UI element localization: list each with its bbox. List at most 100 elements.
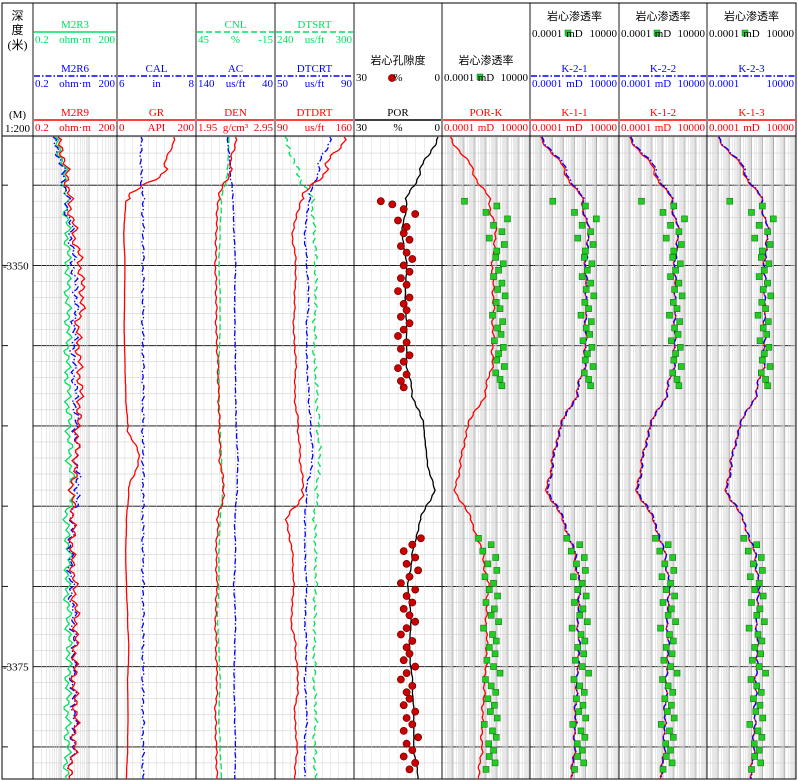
core-permeability-point (657, 624, 664, 632)
core-porosity-point (402, 624, 411, 632)
scale-left: 30 (356, 72, 368, 84)
core-permeability-point (501, 363, 508, 370)
core-permeability-point (581, 554, 588, 561)
core-permeability-point (588, 260, 596, 268)
core-porosity-point (408, 682, 417, 690)
core-permeability-point (577, 311, 585, 319)
core-permeability-point (479, 547, 487, 555)
core-porosity-point (399, 261, 408, 270)
core-permeability-point (573, 695, 580, 703)
core-porosity-point (399, 547, 408, 555)
curve-DTSRT (284, 136, 322, 780)
scale-right: 10000 (767, 28, 795, 40)
core-permeability-point (494, 286, 501, 293)
core-permeability-point (485, 740, 492, 747)
core-permeability-point (485, 644, 493, 651)
scale-unit: mD (478, 122, 495, 134)
core-permeability-point (759, 247, 766, 255)
core-porosity-point (411, 662, 420, 671)
core-permeability-point (489, 311, 496, 319)
core-porosity-point (405, 572, 414, 581)
core-permeability-point (582, 714, 590, 722)
core-permeability-point (481, 721, 488, 728)
core-permeability-point (571, 209, 578, 216)
core-porosity-point (396, 630, 405, 639)
core-porosity-point (399, 325, 408, 334)
core-permeability-point (579, 605, 587, 613)
scale-right: 40 (262, 78, 274, 90)
scale-left: 140 (198, 78, 215, 90)
scale-right: 160 (336, 122, 353, 134)
scale-unit: g/cm³ (223, 122, 249, 134)
core-permeability-point (670, 202, 678, 210)
core-permeability-point (673, 669, 681, 677)
curve-header-POR-K: POR-K 0.0001 mD 10000 (443, 107, 529, 134)
scale-unit: mD (655, 78, 672, 90)
scale-unit: us/ft (305, 34, 325, 46)
curve-DTCRT (303, 136, 333, 780)
core-porosity-point (399, 229, 408, 238)
scale-right: 10000 (501, 72, 529, 84)
core-permeability-point (756, 701, 764, 709)
scale-left: 0.0001 (444, 122, 474, 134)
core-permeability-point (748, 599, 755, 606)
core-porosity-point (394, 216, 402, 225)
core-permeability-point (667, 663, 674, 670)
core-permeability-point (574, 753, 582, 760)
core-permeability-point (744, 547, 752, 555)
core-permeability-point (765, 344, 773, 351)
core-permeability-point (764, 279, 771, 287)
core-porosity-point (414, 566, 422, 575)
depth-scale: 1:200 (5, 123, 31, 135)
core-permeability-point (671, 286, 678, 293)
core-permeability-point (584, 266, 591, 274)
curve-header-DTCRT: DTCRT 50 us/ft 90 (276, 63, 353, 90)
core-porosity-point (411, 759, 420, 767)
curve-header-K-2-1: K-2-1 0.0001 mD 10000 (531, 63, 618, 90)
core-permeability-point (751, 753, 759, 760)
core-permeability-point (664, 682, 672, 690)
core-permeability-point (493, 734, 500, 741)
core-permeability-point (485, 234, 493, 242)
curve-header-K-1-3: K-1-3 0.0001 mD 10000 (708, 107, 795, 134)
curve-CAL (139, 136, 146, 780)
core-porosity-point (405, 611, 414, 620)
scale-unit: us/ft (226, 78, 246, 90)
core-permeability-point (670, 299, 677, 306)
core-permeability-point (669, 689, 676, 696)
core-porosity-point (414, 733, 422, 742)
core-permeability-point (668, 605, 675, 613)
core-permeability-point (496, 305, 504, 312)
core-permeability-point (726, 197, 734, 205)
core-permeability-point (490, 746, 497, 754)
core-porosity-point (405, 319, 414, 328)
curve-name: POR (387, 107, 409, 119)
core-permeability-point (667, 579, 674, 587)
scale-left: 0.2 (35, 78, 49, 90)
core-permeability-point (497, 331, 505, 338)
core-permeability-point (572, 656, 579, 664)
core-permeability-point (580, 759, 587, 767)
core-permeability-point (759, 202, 766, 210)
curves (52, 136, 770, 780)
core-porosity-point (416, 534, 425, 543)
scale-right: 10000 (590, 78, 618, 90)
core-permeability-point (579, 701, 587, 709)
core-permeability-point (661, 695, 669, 703)
core-porosity-point (408, 540, 417, 549)
core-permeability-point (482, 209, 490, 216)
core-curve-name: 岩心渗透率 (724, 9, 779, 23)
core-permeability-point (672, 618, 679, 625)
core-permeability-point (582, 202, 589, 210)
curve-name: M2R3 (61, 19, 90, 31)
scale-unit: mD (566, 122, 583, 134)
curve-M2R9 (57, 136, 87, 780)
core-permeability-point (580, 650, 587, 658)
core-permeability-point (672, 350, 679, 357)
scale-right: -15 (258, 34, 273, 46)
core-permeability-point (585, 376, 592, 383)
core-porosity-point (396, 675, 405, 684)
curve-header-CAL: CAL 6 in 8 (118, 63, 195, 90)
